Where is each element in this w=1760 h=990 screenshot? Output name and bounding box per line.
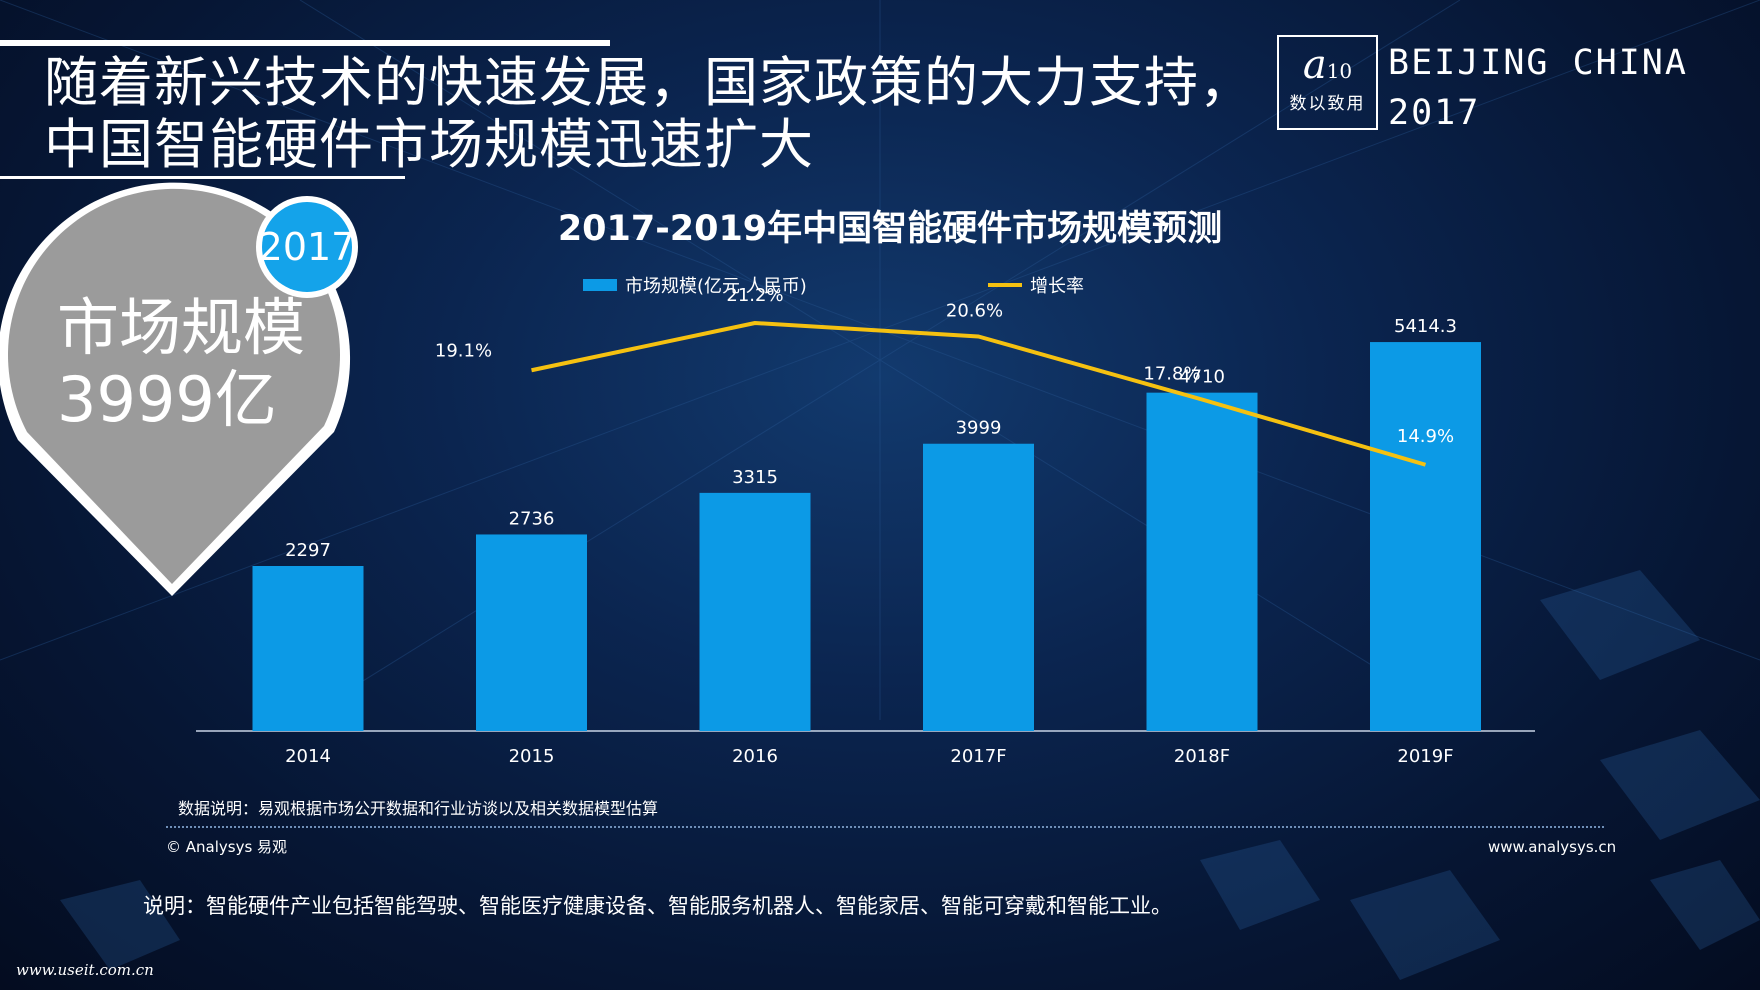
data-note: 数据说明：易观根据市场公开数据和行业访谈以及相关数据模型估算 — [178, 799, 659, 818]
bar-label-2015: 2736 — [509, 508, 555, 529]
logo: a10 数以致用 — [1277, 35, 1378, 130]
bar-2018F — [1146, 392, 1258, 731]
pin-badge-circle — [262, 202, 352, 292]
bar-label-2016: 3315 — [732, 467, 778, 488]
bar-2016 — [699, 492, 811, 731]
event-location: BEIJING CHINA — [1388, 43, 1688, 83]
bar-label-2019F: 5414.3 — [1394, 316, 1457, 337]
bar-2015 — [476, 534, 587, 731]
bar-label-2014: 2297 — [285, 540, 331, 561]
bar-2017F — [923, 443, 1034, 731]
website-url: www.analysys.cn — [1488, 838, 1617, 856]
pin-label: 市场规模 — [57, 291, 306, 364]
x-tick-label-2016: 2016 — [732, 746, 778, 767]
bar-label-2018F: 4710 — [1179, 367, 1225, 388]
logo-mark: a10 — [1279, 43, 1376, 93]
legend-line-series: 增长率 — [988, 272, 1084, 298]
slide-title: 随着新兴技术的快速发展，国家政策的大力支持，中国智能硬件市场规模迅速扩大 — [44, 51, 1254, 176]
growth-rate-line — [531, 321, 1427, 467]
watermark: www.useit.com.cn — [16, 961, 154, 979]
legend-bar-series: 市场规模(亿元 人民币) — [583, 272, 807, 298]
growth-label-2018F: 17.8% — [1143, 364, 1200, 385]
growth-label-2015: 19.1% — [435, 340, 492, 361]
title-decor-line-bottom — [0, 176, 405, 179]
scope-note: 说明：智能硬件产业包括智能驾驶、智能医疗健康设备、智能服务机器人、智能家居、智能… — [143, 894, 1172, 918]
x-tick-label-2018F: 2018F — [1174, 746, 1230, 767]
x-tick-label-2019F: 2019F — [1397, 746, 1453, 767]
pin-callout: 市场规模 3999亿 — [57, 292, 307, 436]
pin-value: 3999亿 — [57, 363, 277, 436]
legend-bar-swatch — [583, 279, 617, 291]
x-tick-label-2014: 2014 — [285, 746, 331, 767]
copyright: © Analysys 易观 — [166, 838, 288, 856]
growth-label-2016: 21.2% — [726, 285, 783, 306]
bar-2019F — [1370, 342, 1481, 731]
legend-line-label: 增长率 — [1030, 276, 1084, 297]
legend-bar-label: 市场规模(亿元 人民币) — [625, 276, 807, 297]
event-year: 2017 — [1388, 93, 1481, 133]
bar-2014 — [252, 565, 364, 731]
title-decor-line-top — [0, 40, 610, 46]
logo-letter: a — [1302, 42, 1327, 88]
growth-label-2017F: 20.6% — [946, 301, 1003, 322]
growth-label-2019F: 14.9% — [1397, 426, 1454, 447]
footer-divider — [166, 826, 1604, 828]
x-tick-label-2017F: 2017F — [950, 746, 1006, 767]
event-label: BEIJING CHINA 2017 — [1388, 38, 1688, 138]
chart-title: 2017-2019年中国智能硬件市场规模预测 — [557, 209, 1223, 249]
bar-label-2017F: 3999 — [956, 418, 1002, 439]
logo-suffix: 10 — [1326, 59, 1353, 83]
legend-line-swatch — [988, 283, 1022, 287]
x-tick-label-2015: 2015 — [509, 746, 555, 767]
logo-text: 数以致用 — [1289, 94, 1366, 114]
pin-inner — [8, 188, 341, 584]
